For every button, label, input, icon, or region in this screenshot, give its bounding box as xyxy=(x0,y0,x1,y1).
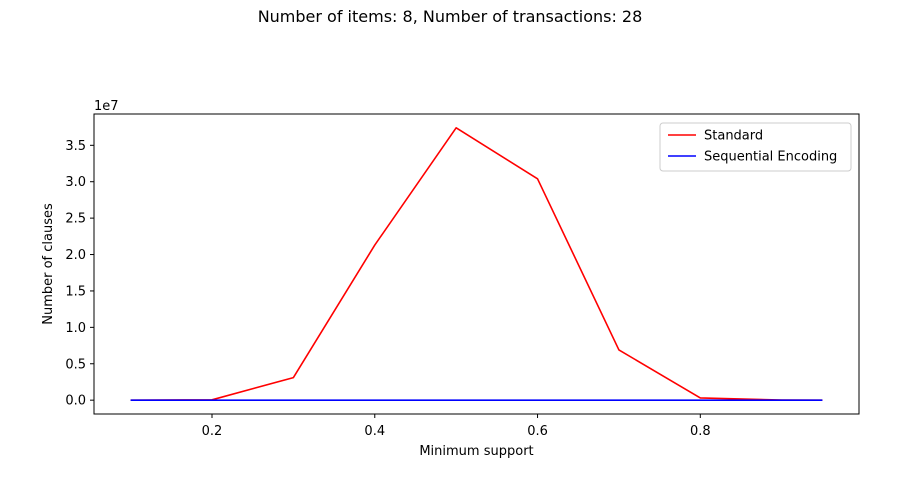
y-tick-label: 3.0 xyxy=(65,175,86,190)
y-tick-label: 2.0 xyxy=(65,248,86,263)
y-tick-label: 0.0 xyxy=(65,394,86,409)
x-tick-label: 0.8 xyxy=(690,424,711,439)
y-axis-label: Number of clauses xyxy=(41,203,56,325)
x-tick-label: 0.4 xyxy=(364,424,385,439)
plot-frame xyxy=(93,113,860,415)
x-tick-label: 0.2 xyxy=(202,424,223,439)
legend-box xyxy=(659,122,852,172)
y-tick-label: 0.5 xyxy=(65,357,86,372)
y-tick-label: 3.5 xyxy=(65,139,86,154)
legend-label-1: Sequential Encoding xyxy=(704,150,837,165)
y-tick-label: 1.0 xyxy=(65,321,86,336)
chart-title: Number of items: 8, Number of transactio… xyxy=(257,7,643,26)
x-tick-label: 0.6 xyxy=(527,424,548,439)
y-tick-label: 1.5 xyxy=(65,284,86,299)
series-line-0 xyxy=(130,127,823,401)
x-axis-label: Minimum support xyxy=(419,444,533,459)
y-multiplier-label: 1e7 xyxy=(94,99,119,114)
y-tick-label: 2.5 xyxy=(65,212,86,227)
legend-label-0: Standard xyxy=(704,129,763,144)
